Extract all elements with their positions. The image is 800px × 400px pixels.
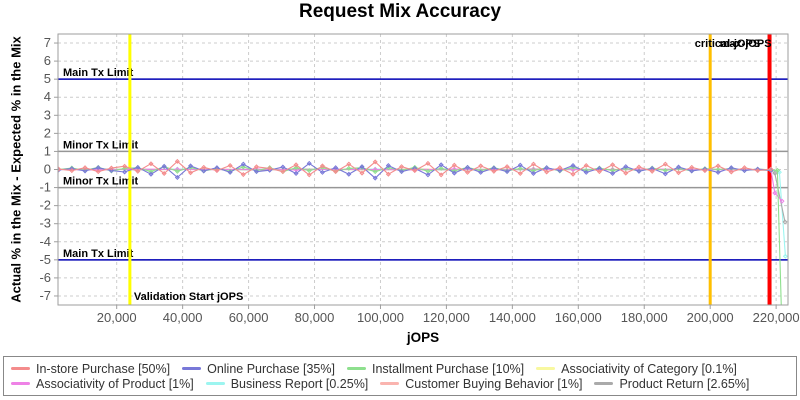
limit-line-label: Main Tx Limit bbox=[63, 248, 134, 260]
chart-title: Request Mix Accuracy bbox=[298, 1, 502, 22]
y-tick-label: 1 bbox=[44, 143, 51, 158]
series-point-markers bbox=[58, 160, 774, 181]
legend-item: Installment Purchase [10%] bbox=[346, 361, 525, 376]
x-tick-labels: 20,000 40,000 60,000 80,000 100,000 120,000 14… bbox=[97, 310, 800, 325]
y-tick-label: -4 bbox=[39, 234, 51, 249]
legend-item: Associativity of Category [0.1%] bbox=[536, 362, 737, 376]
legend: In-store Purchase [50%] Online Purchase [… bbox=[3, 356, 797, 396]
x-tick-label: 40,000 bbox=[163, 310, 203, 325]
y-tick-label: 2 bbox=[44, 125, 51, 140]
x-axis-label: jOPS bbox=[406, 330, 440, 345]
y-tick-label: -3 bbox=[39, 216, 51, 231]
legend-item-label: Installment Purchase [10%] bbox=[371, 361, 525, 376]
axis-ticks bbox=[54, 42, 777, 309]
jops-marker-label: max-jOPS bbox=[720, 38, 772, 50]
legend-marker bbox=[594, 382, 614, 385]
y-tick-label: 6 bbox=[44, 53, 51, 68]
legend-item-label: Associativity of Product [1%] bbox=[36, 376, 194, 391]
legend-item-label: In-store Purchase [50%] bbox=[36, 361, 171, 376]
legend-marker bbox=[346, 367, 366, 370]
legend-item-label: Online Purchase [35%] bbox=[207, 361, 335, 376]
x-tick-label: 220,000 bbox=[753, 310, 800, 325]
plot-area: Main Tx Limit Minor Tx Limit Minor Tx Limi… bbox=[39, 33, 800, 325]
x-tick-label: 140,000 bbox=[489, 310, 536, 325]
jops-marker-labels: Validation Start jOPS critical-jOPSmax-jO… bbox=[134, 38, 772, 303]
legend-item-label: Customer Buying Behavior [1%] bbox=[405, 376, 583, 391]
y-tick-label: 7 bbox=[44, 35, 51, 50]
legend-marker bbox=[536, 367, 556, 370]
legend-marker bbox=[11, 382, 30, 385]
limit-lines: Main Tx Limit Minor Tx Limit Minor Tx Limi… bbox=[58, 67, 788, 261]
legend-item-label: Product Return [2.65%] bbox=[619, 376, 750, 391]
legend-item: Customer Buying Behavior [1%] bbox=[380, 377, 582, 391]
y-tick-label: -7 bbox=[39, 288, 51, 303]
legend-item: Product Return [2.65%] bbox=[594, 377, 749, 391]
x-tick-label: 180,000 bbox=[621, 310, 668, 325]
limit-line-label: Minor Tx Limit bbox=[63, 139, 139, 151]
legend-marker bbox=[182, 367, 202, 370]
y-tick-label: -5 bbox=[39, 252, 51, 267]
x-tick-label: 120,000 bbox=[423, 310, 470, 325]
series-line bbox=[58, 160, 771, 176]
x-tick-label: 80,000 bbox=[295, 310, 335, 325]
limit-line-label: Main Tx Limit bbox=[63, 67, 134, 79]
jops-marker-label: Validation Start jOPS bbox=[134, 291, 243, 303]
legend-item: In-store Purchase [50%] bbox=[11, 362, 170, 376]
y-tick-label: -2 bbox=[39, 198, 51, 213]
y-tick-label: 3 bbox=[44, 107, 51, 122]
y-tick-label: 0 bbox=[44, 162, 51, 177]
x-tick-label: 100,000 bbox=[357, 310, 404, 325]
y-tick-label: -1 bbox=[39, 180, 51, 195]
series-point-markers bbox=[58, 158, 774, 178]
legend-item-label: Business Report [0.25%] bbox=[230, 376, 369, 391]
x-tick-label: 60,000 bbox=[229, 310, 269, 325]
series-lines bbox=[58, 158, 788, 305]
limit-line-label: Minor Tx Limit bbox=[63, 176, 139, 188]
legend-item: Business Report [0.25%] bbox=[205, 376, 369, 391]
legend-marker bbox=[11, 367, 30, 370]
legend-marker bbox=[205, 382, 225, 385]
legend-item-label: Associativity of Category [0.1%] bbox=[561, 361, 737, 376]
x-tick-label: 200,000 bbox=[687, 310, 734, 325]
x-tick-label: 160,000 bbox=[555, 310, 602, 325]
y-tick-label: 5 bbox=[44, 71, 51, 86]
legend-item: Associativity of Product [1%] bbox=[11, 377, 194, 391]
legend-item: Online Purchase [35%] bbox=[182, 362, 335, 376]
x-tick-label: 20,000 bbox=[97, 310, 137, 325]
y-tick-label: -6 bbox=[39, 270, 51, 285]
y-tick-labels: 7 6 5 4 3 2 1 0 -1 -2 -3 -4 -5 -6 -7 bbox=[39, 35, 51, 303]
legend-marker bbox=[380, 382, 400, 385]
jops-marker-label: critical-jOPS bbox=[695, 38, 760, 50]
y-tick-label: 4 bbox=[44, 89, 51, 104]
